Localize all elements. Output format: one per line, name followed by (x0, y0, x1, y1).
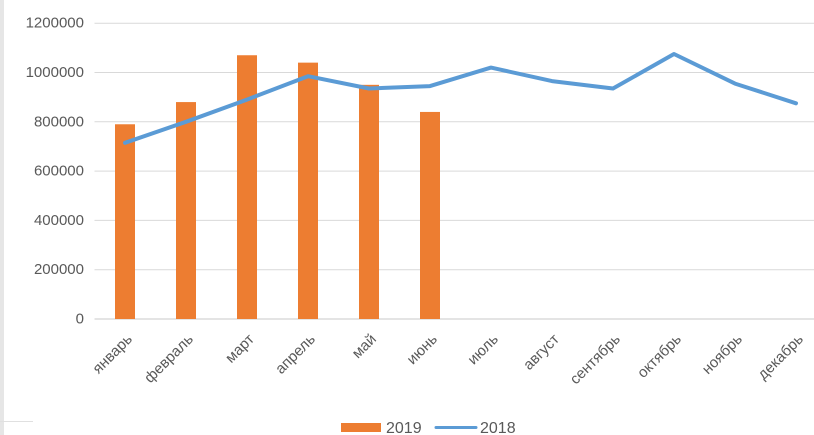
bar-март[interactable] (237, 55, 257, 320)
x-axis-label-апрель: апрель (272, 331, 319, 378)
x-axis-label-май: май (349, 331, 380, 362)
bar-апрель[interactable] (298, 62, 318, 319)
y-axis-label: 1000000 (26, 64, 84, 81)
bar-май[interactable] (359, 84, 379, 319)
y-axis-label: 1200000 (26, 15, 84, 32)
x-axis-label-октябрь: октябрь (634, 331, 685, 382)
legend-swatch-2019[interactable] (341, 423, 381, 432)
y-axis-label: 200000 (34, 261, 84, 278)
x-axis-label-ноябрь: ноябрь (699, 331, 746, 378)
y-axis-label: 400000 (34, 212, 84, 229)
x-axis-label-июнь: июнь (404, 331, 441, 368)
x-axis-label-декабрь: декабрь (754, 331, 807, 384)
y-axis-label: 0 (76, 311, 84, 328)
x-axis-label-август: август (520, 331, 563, 374)
bar-январь[interactable] (115, 124, 135, 319)
legend-label-2019[interactable]: 2019 (386, 420, 422, 435)
bar-июнь[interactable] (420, 111, 440, 319)
y-axis-label: 600000 (34, 163, 84, 180)
legend-label-2018[interactable]: 2018 (480, 420, 516, 435)
window-edge-strip (0, 0, 4, 435)
y-axis-label: 800000 (34, 113, 84, 130)
x-axis-label-январь: январь (89, 331, 136, 378)
x-axis-label-сентябрь: сентябрь (567, 331, 624, 388)
x-axis-label-март: март (222, 331, 258, 367)
x-axis-label-июль: июль (464, 331, 502, 369)
bar-февраль[interactable] (176, 102, 196, 319)
trend-line-2018[interactable] (123, 52, 798, 145)
x-axis-label-февраль: февраль (141, 331, 197, 387)
